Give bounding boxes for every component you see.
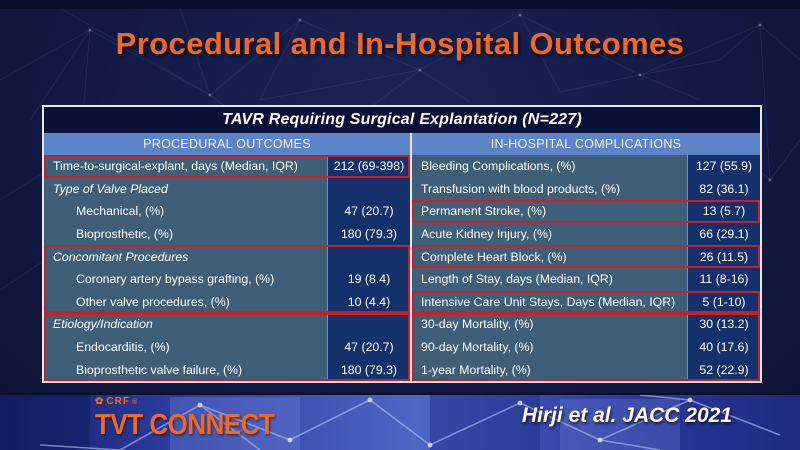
procedural-outcomes-header: PROCEDURAL OUTCOMES [44, 133, 410, 155]
table-row: Complete Heart Block, (%) 26 (11.5) [412, 245, 760, 268]
column-header-row: PROCEDURAL OUTCOMES IN-HOSPITAL COMPLICA… [44, 133, 760, 155]
row-value: 52 (22.9) [687, 358, 760, 381]
row-value: 19 (8.4) [327, 267, 410, 291]
row-value: 30 (13.2) [687, 313, 760, 336]
row-value: 47 (20.7) [327, 200, 410, 223]
row-value: 26 (11.5) [687, 245, 760, 268]
row-label: Bioprosthetic, (%) [76, 227, 174, 242]
row-label: Transfusion with blood products, (%) [421, 181, 621, 196]
row-value: 5 (1-10) [687, 290, 760, 314]
row-label: Endocarditis, (%) [76, 340, 170, 355]
row-value: 13 (5.7) [687, 200, 760, 223]
row-label: Acute Kidney Injury, (%) [421, 227, 552, 242]
row-label: Coronary artery bypass grafting, (%) [76, 272, 275, 287]
row-value: 40 (17.6) [687, 335, 760, 359]
table-row: Bioprosthetic, (%) 180 (79.3) [44, 222, 410, 246]
in-hospital-complications-column: Bleeding Complications, (%) 127 (55.9) Tra… [410, 155, 760, 381]
table-body: Time-to-surgical-explant, days (Median, … [44, 155, 760, 381]
row-value: 10 (4.4) [327, 290, 410, 314]
row-label: Intensive Care Unit Stays, Days (Median,… [421, 294, 676, 309]
row-value: 212 (69-398) [327, 155, 410, 178]
row-label: Type of Valve Placed [53, 181, 168, 196]
in-hospital-complications-header: IN-HOSPITAL COMPLICATIONS [410, 133, 760, 155]
table-row: Time-to-surgical-explant, days (Median, … [44, 155, 410, 178]
table-row: 30-day Mortality, (%) 30 (13.2) [412, 313, 760, 336]
table-row: Etiology/Indication [44, 313, 410, 336]
row-label: Time-to-surgical-explant, days (Median, … [53, 159, 298, 174]
crf-brand-label: CRF [106, 396, 130, 407]
slide-title: Procedural and In-Hospital Outcomes [115, 26, 685, 61]
row-label: Etiology/Indication [53, 317, 153, 332]
table-row: 1-year Mortality, (%) 52 (22.9) [412, 358, 760, 381]
registered-mark: ® [131, 398, 139, 406]
table-row: Bioprosthetic valve failure, (%) 180 (79.… [44, 358, 410, 381]
table-row: Coronary artery bypass grafting, (%) 19 (… [44, 267, 410, 291]
row-label: Bleeding Complications, (%) [421, 159, 576, 174]
top-border-strip [0, 0, 800, 9]
footer-network-icon [0, 395, 781, 450]
table-row: Transfusion with blood products, (%) 82 (… [412, 177, 760, 201]
table-row: 90-day Mortality, (%) 40 (17.6) [412, 335, 760, 359]
row-value: 82 (36.1) [687, 177, 760, 201]
row-label: Complete Heart Block, (%) [421, 249, 567, 264]
tvt-connect-logo: ✿ CRF ® TVT CONNECT [95, 397, 275, 441]
table-row: Other valve procedures, (%) 10 (4.4) [44, 290, 410, 314]
table-row: Concomitant Procedures [44, 245, 410, 268]
row-label: Concomitant Procedures [53, 249, 189, 264]
row-value: 180 (79.3) [327, 358, 410, 381]
table-title: TAVR Requiring Surgical Explantation (N=… [44, 107, 760, 133]
row-label: 30-day Mortality, (%) [421, 317, 534, 332]
row-value [327, 177, 410, 201]
table-row: Acute Kidney Injury, (%) 66 (29.1) [412, 222, 760, 246]
row-label: Permanent Stroke, (%) [421, 204, 547, 219]
row-value: 11 (8-16) [687, 267, 760, 291]
row-label: 90-day Mortality, (%) [421, 340, 534, 355]
table-row: Intensive Care Unit Stays, Days (Median,… [412, 290, 760, 314]
crf-flower-icon: ✿ [95, 396, 105, 407]
row-value: 180 (79.3) [327, 222, 410, 246]
table-row: Type of Valve Placed [44, 177, 410, 201]
procedural-outcomes-column: Time-to-surgical-explant, days (Median, … [44, 155, 410, 381]
row-label: Other valve procedures, (%) [76, 294, 230, 309]
table-row: Length of Stay, days (Median, IQR) 11 (8-… [412, 267, 760, 291]
row-value: 127 (55.9) [687, 155, 760, 178]
row-label: Bioprosthetic valve failure, (%) [76, 362, 243, 377]
footer-photo-band [0, 393, 800, 450]
tvt-connect-wordmark: TVT CONNECT [95, 407, 275, 441]
row-value [327, 245, 410, 268]
table-row: Permanent Stroke, (%) 13 (5.7) [412, 200, 760, 223]
row-value: 47 (20.7) [327, 335, 410, 359]
table-row: Endocarditis, (%) 47 (20.7) [44, 335, 410, 359]
row-value: 66 (29.1) [687, 222, 760, 246]
row-label: Length of Stay, days (Median, IQR) [421, 272, 613, 287]
row-label: 1-year Mortality, (%) [421, 362, 531, 377]
citation-text: Hirji et al. JACC 2021 [521, 404, 732, 427]
row-label: Mechanical, (%) [76, 204, 165, 219]
outcomes-table: TAVR Requiring Surgical Explantation (N=… [42, 105, 762, 383]
crf-brand: ✿ CRF ® [95, 397, 274, 407]
table-row: Mechanical, (%) 47 (20.7) [44, 200, 410, 223]
table-row: Bleeding Complications, (%) 127 (55.9) [412, 155, 760, 178]
row-value [327, 313, 410, 336]
